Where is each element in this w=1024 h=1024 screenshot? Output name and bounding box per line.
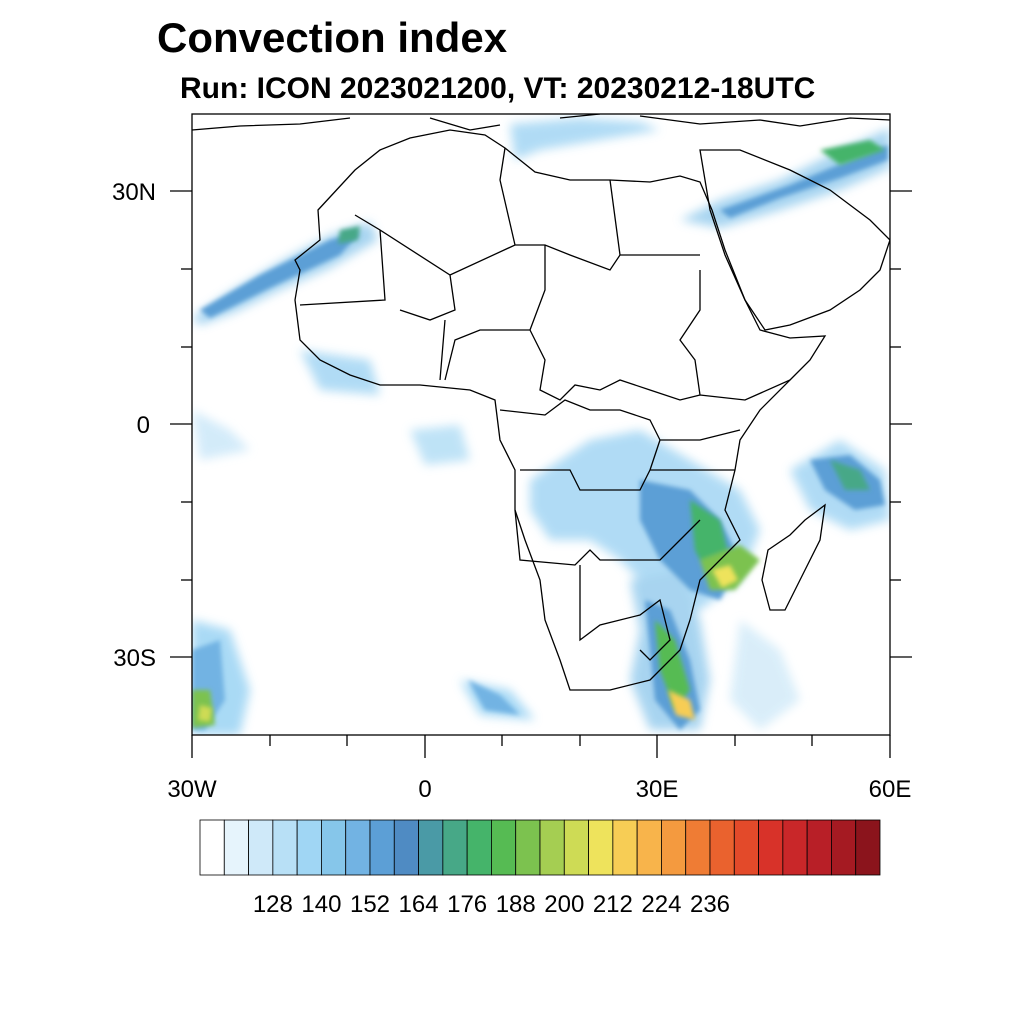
colorbar-box — [855, 819, 881, 876]
colorbar-box — [661, 819, 687, 876]
colorbar — [199, 819, 881, 876]
colorbar-box — [296, 819, 322, 876]
lon-label-30w: 30W — [167, 776, 217, 803]
colorbar-box — [831, 819, 857, 876]
colorbar-box — [733, 819, 759, 876]
colorbar-box — [223, 819, 249, 876]
coastlines — [192, 114, 890, 691]
colorbar-label: 224 — [641, 891, 681, 918]
map-subtitle: Run: ICON 2023021200, VT: 20230212-18UTC — [180, 72, 816, 105]
colorbar-label: 188 — [496, 891, 536, 918]
axis-ticks — [170, 190, 912, 758]
colorbar-box — [491, 819, 517, 876]
lat-label-30n: 30N — [112, 179, 156, 206]
colorbar-box — [758, 819, 784, 876]
colorbar-box — [709, 819, 735, 876]
colorbar-box — [563, 819, 589, 876]
colorbar-box — [248, 819, 274, 876]
colorbar-box — [272, 819, 298, 876]
colorbar-box — [636, 819, 662, 876]
colorbar-box — [685, 819, 711, 876]
colorbar-box — [345, 819, 371, 876]
colorbar-box — [539, 819, 565, 876]
colorbar-label: 200 — [544, 891, 584, 918]
colorbar-box — [393, 819, 419, 876]
colorbar-label: 164 — [399, 891, 439, 918]
lon-label-0: 0 — [418, 776, 431, 803]
colorbar-label: 212 — [593, 891, 633, 918]
colorbar-label: 236 — [690, 891, 730, 918]
colorbar-label: 176 — [447, 891, 487, 918]
colorbar-box — [418, 819, 444, 876]
colorbar-box — [369, 819, 395, 876]
colorbar-box — [321, 819, 347, 876]
colorbar-label: 128 — [253, 891, 293, 918]
lon-label-30e: 30E — [636, 776, 679, 803]
colorbar-labels: 128 140 152 164 176 188 200 212 224 236 — [253, 891, 730, 918]
colorbar-box — [515, 819, 541, 876]
colorbar-box — [466, 819, 492, 876]
lat-label-30s: 30S — [113, 645, 156, 672]
lon-label-60e: 60E — [869, 776, 912, 803]
colorbar-box — [588, 819, 614, 876]
lat-label-0: 0 — [137, 412, 150, 439]
colorbar-box — [612, 819, 638, 876]
colorbar-box — [442, 819, 468, 876]
colorbar-label: 152 — [350, 891, 390, 918]
convection-field — [192, 118, 890, 735]
colorbar-box — [806, 819, 832, 876]
colorbar-box — [199, 819, 225, 876]
colorbar-box — [782, 819, 808, 876]
colorbar-label: 140 — [301, 891, 341, 918]
map-title: Convection index — [157, 14, 508, 61]
